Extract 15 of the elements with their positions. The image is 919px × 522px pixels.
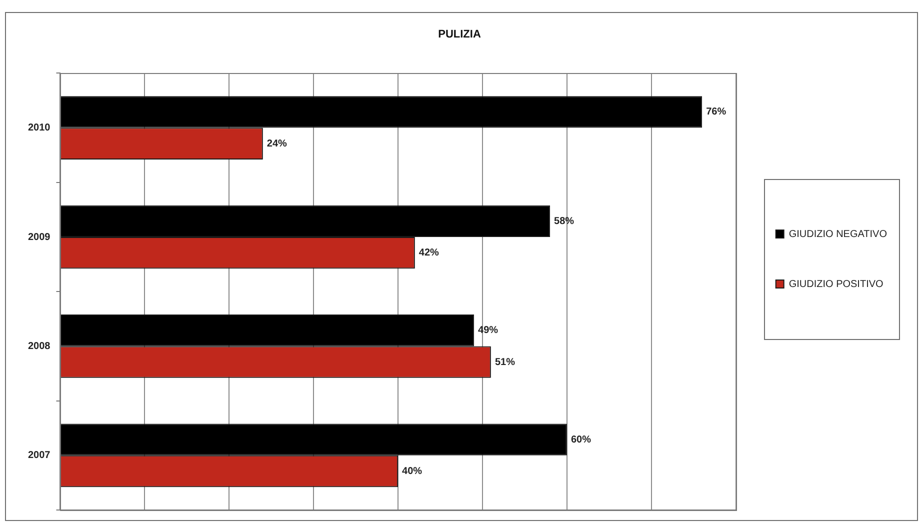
data-label: 42% (418, 248, 440, 259)
data-label: 58% (554, 216, 574, 227)
data-label: 76% (706, 106, 726, 118)
legend-label: GIUDIZIO POSITIVO (788, 278, 884, 290)
chart-title: PULIZIA (438, 28, 481, 41)
data-label: 24% (266, 138, 288, 150)
legend-label: GIUDIZIO NEGATIVO (788, 228, 888, 240)
y-tick-label: 2009 (28, 232, 51, 243)
data-label: 49% (478, 325, 498, 336)
y-tick-label: 2008 (28, 340, 51, 352)
data-label: 60% (570, 434, 592, 446)
y-tick-label: 2010 (28, 122, 51, 134)
y-tick-label: 2007 (28, 450, 51, 462)
data-label: 51% (494, 356, 516, 368)
data-label: 40% (402, 466, 422, 477)
